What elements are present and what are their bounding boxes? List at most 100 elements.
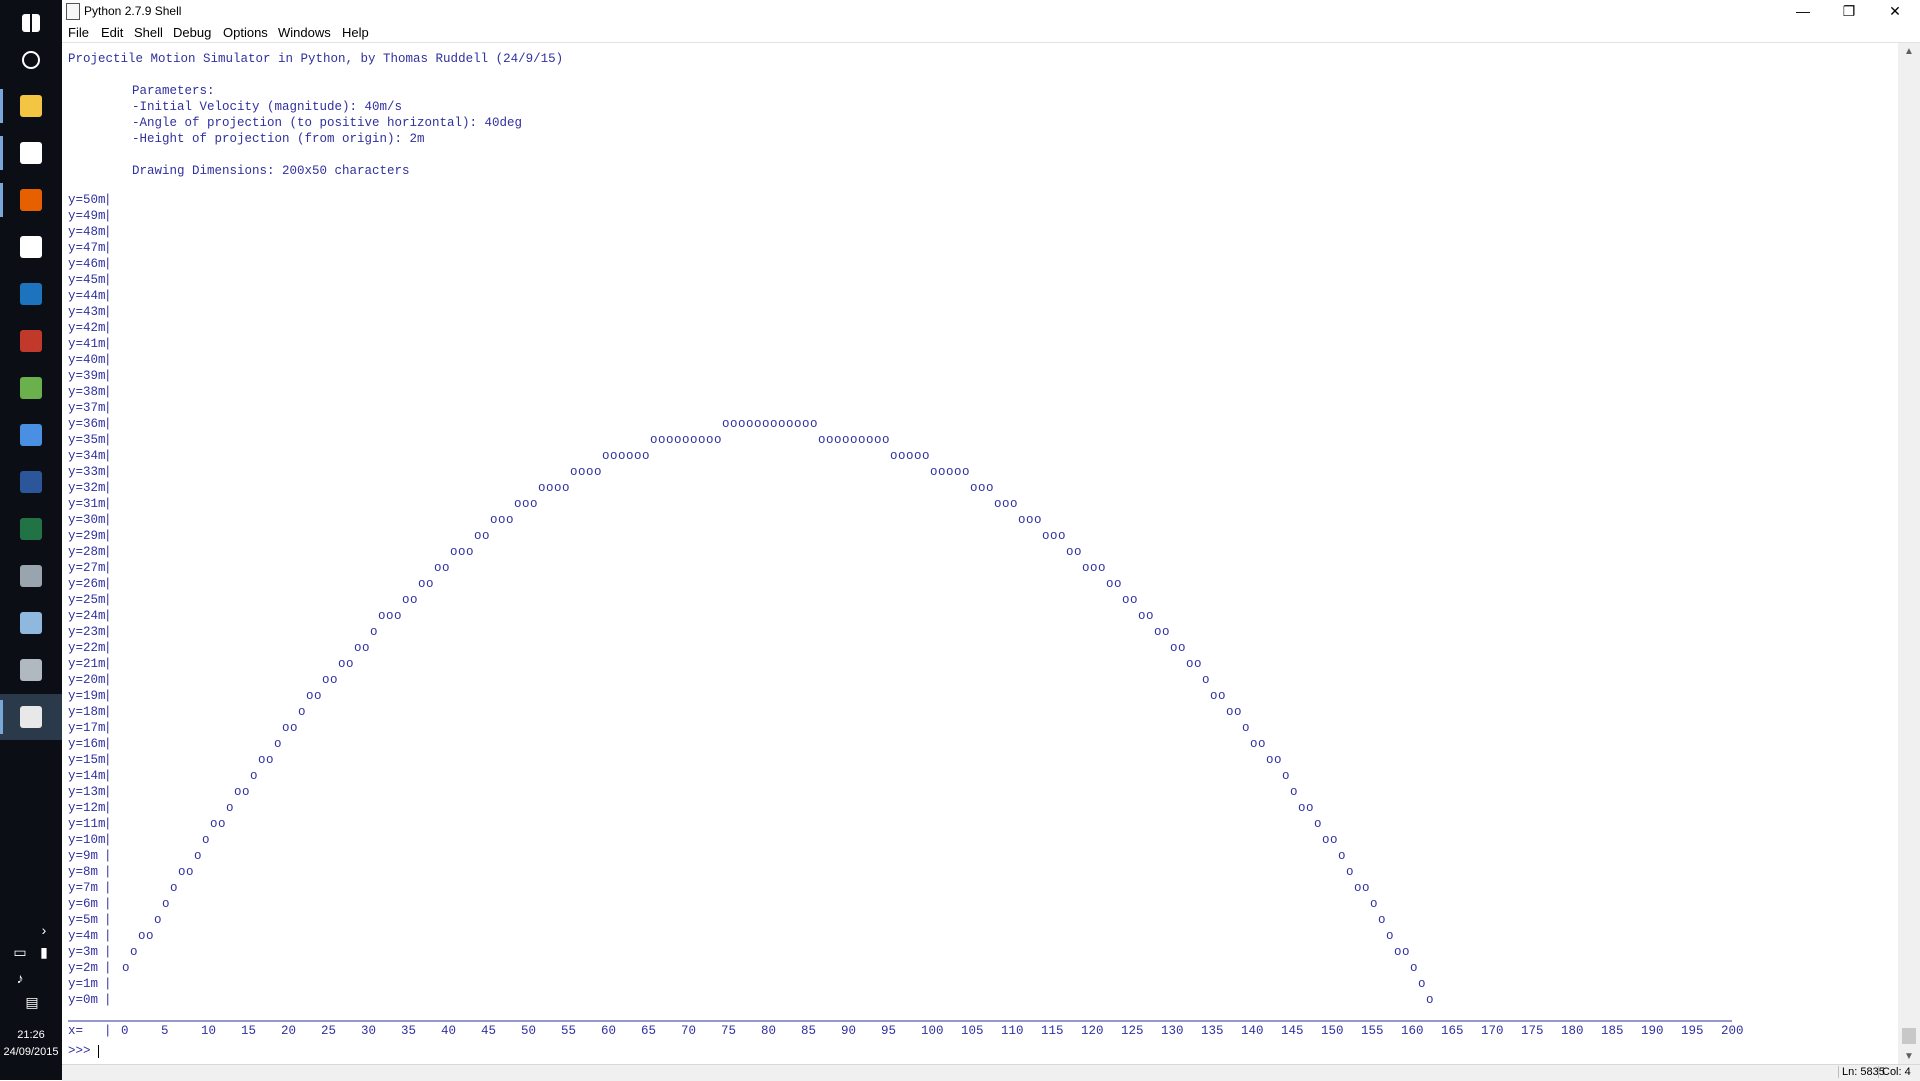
trajectory-point: o: [258, 753, 266, 767]
firefox-icon: [20, 189, 42, 211]
trajectory-point: o: [986, 481, 994, 495]
close-button[interactable]: ✕: [1889, 2, 1901, 19]
trajectory-point: o: [1418, 977, 1426, 991]
trajectory-point: o: [530, 497, 538, 511]
y-tick-label: y=5m: [68, 913, 98, 927]
notifications-icon[interactable]: ▤: [25, 994, 39, 1010]
trajectory-point: o: [1362, 881, 1370, 895]
trajectory-point: o: [1234, 705, 1242, 719]
taskbar-button-media-player[interactable]: [0, 224, 62, 270]
trajectory-point: o: [1410, 961, 1418, 975]
trajectory-point: o: [658, 433, 666, 447]
taskbar-button-red-app[interactable]: [0, 318, 62, 364]
network-icon[interactable]: ▭: [13, 944, 27, 960]
trajectory-point: o: [1386, 929, 1394, 943]
trajectory-point: o: [162, 897, 170, 911]
trajectory-point: o: [1058, 529, 1066, 543]
taskbar-button-spreadsheet-app[interactable]: [0, 365, 62, 411]
y-tick-label: y=35m: [68, 433, 106, 447]
volume-icon[interactable]: ♪: [16, 970, 24, 986]
y-axis-bar: |: [104, 545, 112, 559]
trajectory-point: o: [1122, 593, 1130, 607]
trajectory-point: o: [858, 433, 866, 447]
x-tick-label: 50: [521, 1024, 536, 1038]
tray-clock-time[interactable]: 21:26: [17, 1029, 45, 1041]
y-tick-label: y=12m: [68, 801, 106, 815]
trajectory-point: o: [722, 417, 730, 431]
shell-text-area[interactable]: Projectile Motion Simulator in Python, b…: [62, 43, 1898, 1064]
y-tick-label: y=2m: [68, 961, 98, 975]
taskbar-button-windows-start[interactable]: [0, 0, 62, 46]
y-tick-label: y=29m: [68, 529, 106, 543]
taskbar-button-word[interactable]: [0, 459, 62, 505]
y-axis-bar: |: [104, 993, 112, 1007]
menu-file[interactable]: File: [68, 25, 89, 40]
trajectory-point: o: [770, 417, 778, 431]
trajectory-point: o: [1066, 545, 1074, 559]
restore-button[interactable]: ❐: [1842, 2, 1856, 19]
y-tick-label: y=27m: [68, 561, 106, 575]
trajectory-point: o: [1378, 913, 1386, 927]
y-axis-bar: |: [104, 577, 112, 591]
battery-icon[interactable]: ▮: [40, 944, 48, 960]
trajectory-point: o: [826, 433, 834, 447]
menu-edit[interactable]: Edit: [101, 25, 124, 40]
menu-help[interactable]: Help: [342, 25, 369, 40]
scroll-thumb[interactable]: [1902, 1028, 1916, 1044]
y-tick-label: y=43m: [68, 305, 106, 319]
trajectory-point: o: [146, 929, 154, 943]
taskbar-button-camera-app[interactable]: [0, 553, 62, 599]
taskbar-button-bird-app[interactable]: [0, 412, 62, 458]
y-axis-bar: |: [104, 289, 112, 303]
scroll-up-icon[interactable]: ▲: [1904, 45, 1914, 57]
taskbar-button-paint[interactable]: [0, 600, 62, 646]
trajectory-point: o: [218, 817, 226, 831]
taskbar-button-mail[interactable]: [0, 130, 62, 176]
menu-shell[interactable]: Shell: [134, 25, 163, 40]
trajectory-point: o: [170, 881, 178, 895]
trajectory-point: o: [978, 481, 986, 495]
menu-windows[interactable]: Windows: [278, 25, 331, 40]
x-tick-label: 30: [361, 1024, 376, 1038]
mail-icon: [20, 142, 42, 164]
trajectory-point: o: [266, 753, 274, 767]
x-tick-label: 85: [801, 1024, 816, 1038]
x-tick-label: 100: [921, 1024, 944, 1038]
param-velocity: -Initial Velocity (magnitude): 40m/s: [132, 100, 403, 114]
x-tick-label: 35: [401, 1024, 416, 1038]
settings-app-icon: [20, 283, 42, 305]
spreadsheet-app-icon: [20, 377, 42, 399]
taskbar: [0, 0, 62, 1080]
x-tick-label: 5: [161, 1024, 169, 1038]
taskbar-button-firefox[interactable]: [0, 177, 62, 223]
python-idle-icon: [20, 706, 42, 728]
pinned-indicator: [0, 183, 3, 217]
trajectory-point: o: [882, 433, 890, 447]
chevron-right-icon[interactable]: ›: [41, 922, 47, 938]
trajectory-point: o: [346, 657, 354, 671]
taskbar-button-excel[interactable]: [0, 506, 62, 552]
y-tick-label: y=28m: [68, 545, 106, 559]
taskbar-button-tools-app[interactable]: [0, 647, 62, 693]
tray-clock-date[interactable]: 24/09/2015: [3, 1046, 59, 1058]
trajectory-point: o: [418, 577, 426, 591]
x-tick-label: 110: [1001, 1024, 1024, 1038]
x-tick-label: 75: [721, 1024, 736, 1038]
taskbar-button-python-idle[interactable]: [0, 694, 62, 740]
menu-debug[interactable]: Debug: [173, 25, 212, 40]
taskbar-button-file-explorer[interactable]: [0, 83, 62, 129]
menu-divider: [62, 42, 1920, 43]
trajectory-point: o: [914, 449, 922, 463]
vertical-scrollbar[interactable]: ▲ ▼: [1898, 43, 1920, 1064]
scroll-down-icon[interactable]: ▼: [1904, 1050, 1914, 1062]
taskbar-button-cortana-search[interactable]: [0, 37, 62, 83]
x-tick-label: 105: [961, 1024, 984, 1038]
minimize-button[interactable]: —: [1796, 3, 1810, 19]
y-tick-label: y=48m: [68, 225, 106, 239]
y-tick-label: y=25m: [68, 593, 106, 607]
menu-options[interactable]: Options: [223, 25, 268, 40]
taskbar-button-settings-app[interactable]: [0, 271, 62, 317]
y-tick-label: y=37m: [68, 401, 106, 415]
windows-start-icon: [22, 14, 40, 32]
y-tick-label: y=13m: [68, 785, 106, 799]
